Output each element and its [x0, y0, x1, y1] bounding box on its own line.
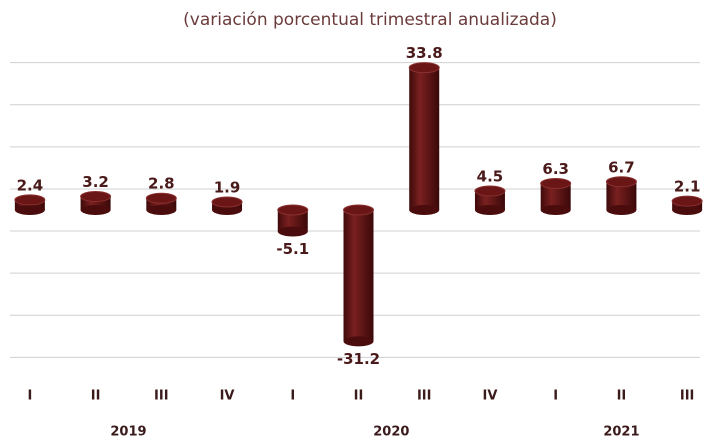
x-tick-label: I — [553, 389, 558, 404]
x-tick-label: IV — [483, 389, 498, 404]
value-label: 1.9 — [214, 179, 241, 197]
x-tick-label: II — [617, 389, 627, 404]
x-tick-label: II — [354, 389, 364, 404]
x-tick-label: I — [290, 389, 295, 404]
value-label: 2.4 — [17, 176, 44, 194]
bar-base — [146, 205, 177, 215]
x-tick-label: II — [91, 389, 101, 404]
value-label: 2.8 — [148, 175, 175, 193]
bar-base — [409, 205, 440, 215]
bar-top — [14, 194, 46, 206]
bar-base — [343, 336, 374, 347]
value-label: 2.1 — [674, 178, 701, 196]
value-label: -5.1 — [276, 240, 309, 258]
value-label: 3.2 — [82, 173, 109, 191]
bar — [409, 67, 440, 211]
bar-top — [408, 62, 440, 74]
value-label: 6.3 — [542, 160, 569, 178]
bar-top — [277, 204, 309, 216]
bar-base — [14, 205, 45, 215]
x-group-label: 2019 — [110, 425, 146, 438]
bar — [277, 210, 308, 232]
x-tick-label: III — [154, 389, 169, 404]
bar-top — [540, 177, 572, 189]
bar-base — [606, 205, 637, 215]
value-label: -31.2 — [337, 350, 380, 368]
x-tick-label: III — [680, 389, 695, 404]
x-tick-label: III — [417, 389, 432, 404]
bar-top — [605, 176, 637, 188]
bar — [146, 198, 177, 210]
value-label: 6.7 — [608, 158, 635, 176]
x-group-label: 2021 — [603, 425, 639, 438]
bar-top — [145, 192, 177, 204]
bar-base — [540, 205, 571, 215]
bar-base — [80, 205, 111, 215]
bar-top — [474, 185, 506, 197]
value-label: 33.8 — [406, 44, 443, 62]
bar-base — [672, 205, 703, 215]
bar-base — [212, 205, 243, 215]
x-tick-label: I — [27, 389, 32, 404]
bar-base — [474, 205, 505, 215]
bar-top — [671, 195, 703, 207]
value-label: 4.5 — [477, 168, 504, 186]
chart-subtitle: (variación porcentual trimestral anualiz… — [183, 10, 557, 30]
bar-base — [277, 226, 308, 237]
bar-top — [80, 191, 112, 203]
x-group-label: 2020 — [373, 425, 409, 438]
bar-top — [211, 196, 243, 208]
x-tick-label: IV — [220, 389, 235, 404]
bar-top — [343, 204, 374, 216]
bar — [343, 210, 374, 342]
